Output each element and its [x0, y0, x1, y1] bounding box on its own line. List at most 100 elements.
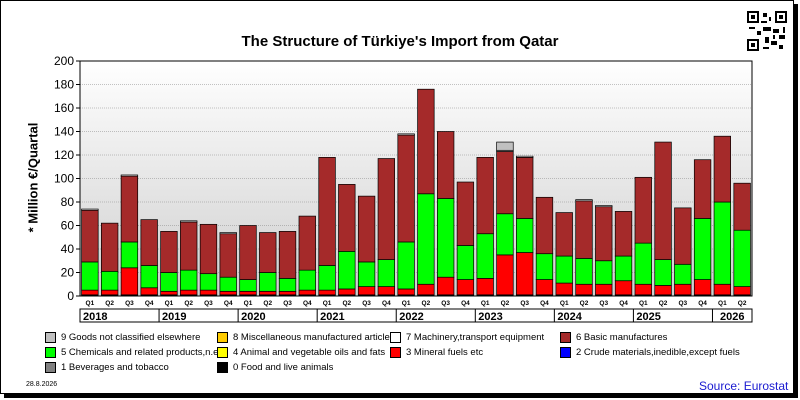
bar-segment — [278, 290, 297, 296]
legend-item: 0 Food and live animals — [217, 362, 333, 375]
bar-segment — [180, 289, 198, 296]
legend-swatch — [217, 347, 228, 358]
x-tick-label: Q1 — [639, 300, 648, 307]
x-tick-label: Q1 — [86, 300, 95, 307]
bar-segment — [516, 218, 534, 253]
bar-segment — [595, 283, 613, 296]
bar-segment — [535, 253, 554, 280]
bar-segment — [397, 241, 415, 290]
legend-item: 6 Basic manufactures — [560, 332, 667, 345]
bar-segment — [654, 285, 672, 296]
x-tick-label: Q3 — [204, 300, 213, 307]
bar-segment — [614, 280, 633, 296]
y-tick-label: 60 — [61, 219, 75, 233]
x-tick-label: Q1 — [402, 300, 411, 307]
bar-segment — [417, 88, 435, 195]
bar-segment — [219, 290, 237, 296]
bar-segment — [298, 289, 316, 296]
legend-item: 2 Crude materials,inedible,except fuels — [560, 347, 740, 360]
bar-segment — [377, 259, 395, 287]
bar-segment — [555, 255, 573, 284]
bar-segment — [140, 219, 158, 266]
bar-segment — [259, 290, 277, 296]
bar-segment — [397, 133, 415, 136]
x-tick-label: Q1 — [560, 300, 569, 307]
bar-segment — [338, 184, 356, 252]
year-label: 2024 — [557, 311, 582, 323]
bar-segment — [417, 193, 435, 285]
legend-label: 2 Crude materials,inedible,except fuels — [576, 347, 740, 358]
x-tick-label: Q3 — [599, 300, 608, 307]
bar-segment — [81, 208, 99, 211]
x-tick-label: Q2 — [184, 300, 193, 307]
x-tick-label: Q4 — [382, 300, 391, 307]
bar-segment — [81, 209, 99, 263]
bar-segment — [397, 288, 415, 296]
bar-segment — [219, 233, 237, 278]
legend-item: 5 Chemicals and related products,n.e.s. — [45, 347, 228, 360]
legend-label: 3 Mineral fuels etc — [406, 347, 484, 358]
legend-label: 8 Miscellaneous manufactured articles — [233, 332, 395, 343]
x-tick-label: Q2 — [580, 300, 589, 307]
chart-title: The Structure of Türkiye's Import from Q… — [241, 33, 559, 50]
legend-swatch — [390, 332, 401, 343]
bar-segment — [377, 158, 395, 260]
bar-segment — [535, 196, 554, 255]
bar-segment — [298, 269, 316, 291]
bar-segment — [437, 131, 455, 199]
bar-segment — [160, 272, 178, 292]
x-tick-label: Q2 — [422, 300, 431, 307]
y-tick-label: 180 — [54, 78, 74, 92]
bar-segment — [614, 211, 633, 257]
bar-segment — [377, 286, 395, 296]
plot-border — [79, 60, 753, 297]
bar-segment — [278, 231, 297, 279]
x-tick-label: Q4 — [303, 300, 312, 307]
bar-segment — [417, 283, 435, 296]
bar-segment — [575, 199, 593, 202]
legend-swatch — [217, 362, 228, 373]
bar-segment — [476, 233, 494, 279]
x-tick-label: Q2 — [105, 300, 114, 307]
bar-segment — [100, 270, 119, 291]
bar-segment — [219, 232, 237, 235]
year-band — [79, 308, 753, 323]
bar-segment — [298, 215, 316, 271]
legend-item: 9 Goods not classified elsewhere — [45, 332, 200, 345]
x-tick-label: Q1 — [718, 300, 727, 307]
bar-segment — [496, 254, 514, 296]
bar-segment — [160, 290, 178, 296]
x-tick-label: Q3 — [283, 300, 292, 307]
x-tick-label: Q4 — [224, 300, 233, 307]
bar-segment — [456, 181, 475, 246]
bar-segment — [733, 229, 751, 287]
bar-segment — [456, 279, 475, 296]
bar-segment — [614, 255, 633, 282]
bar-segment — [674, 283, 692, 296]
x-tick-label: Q1 — [244, 300, 253, 307]
legend-item: 7 Machinery,transport equipment — [390, 332, 544, 345]
qr-code-icon — [747, 11, 787, 51]
bar-segment — [397, 134, 415, 243]
legend-label: 4 Animal and vegetable oils and fats — [233, 347, 386, 358]
bar-segment — [81, 289, 99, 296]
legend-swatch — [45, 347, 56, 358]
bar-segment — [81, 261, 99, 291]
bar-segment — [180, 220, 198, 223]
y-tick-label: 200 — [54, 54, 74, 68]
bar-segment — [100, 222, 119, 272]
bar-segment — [516, 157, 534, 219]
legend-swatch — [45, 362, 56, 373]
x-tick-label: Q4 — [698, 300, 707, 307]
bar-segment — [239, 279, 257, 292]
bar-segment — [357, 286, 376, 296]
bar-segment — [476, 157, 494, 235]
x-tick-label: Q3 — [678, 300, 687, 307]
bar-segment — [733, 286, 751, 296]
bar-segment — [239, 290, 257, 296]
source-label: Source: Eurostat — [699, 379, 789, 393]
bar-segment — [654, 259, 672, 286]
bar-segment — [318, 289, 336, 296]
bar-segment — [357, 261, 376, 287]
y-tick-label: 100 — [54, 172, 74, 186]
